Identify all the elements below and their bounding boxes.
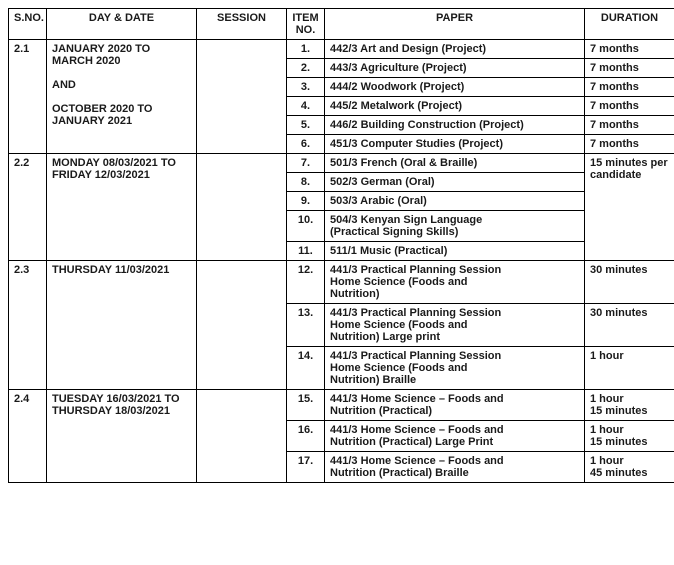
item-no-cell: 3. xyxy=(287,78,325,97)
item-no-cell: 16. xyxy=(287,421,325,452)
paper-cell: 441/3 Practical Planning Session Home Sc… xyxy=(325,261,585,304)
item-no-cell: 14. xyxy=(287,347,325,390)
session-cell xyxy=(197,390,287,483)
item-no-cell: 2. xyxy=(287,59,325,78)
paper-cell: 511/1 Music (Practical) xyxy=(325,242,585,261)
duration-cell: 7 months xyxy=(585,78,674,97)
date-cell: JANUARY 2020 TO MARCH 2020 AND OCTOBER 2… xyxy=(47,40,197,154)
header-item: ITEM NO. xyxy=(287,9,325,40)
sno-cell: 2.4 xyxy=(9,390,47,483)
table-row: 2.2MONDAY 08/03/2021 TO FRIDAY 12/03/202… xyxy=(9,154,674,173)
paper-cell: 441/3 Home Science – Foods and Nutrition… xyxy=(325,390,585,421)
session-cell xyxy=(197,40,287,154)
duration-cell: 7 months xyxy=(585,59,674,78)
duration-cell: 7 months xyxy=(585,116,674,135)
paper-cell: 442/3 Art and Design (Project) xyxy=(325,40,585,59)
item-no-cell: 9. xyxy=(287,192,325,211)
item-no-cell: 6. xyxy=(287,135,325,154)
session-cell xyxy=(197,154,287,261)
header-paper: PAPER xyxy=(325,9,585,40)
header-sno: S.NO. xyxy=(9,9,47,40)
item-no-cell: 1. xyxy=(287,40,325,59)
item-no-cell: 4. xyxy=(287,97,325,116)
paper-cell: 443/3 Agriculture (Project) xyxy=(325,59,585,78)
table-row: 2.4TUESDAY 16/03/2021 TO THURSDAY 18/03/… xyxy=(9,390,674,421)
sno-cell: 2.2 xyxy=(9,154,47,261)
duration-cell: 1 hour 15 minutes xyxy=(585,421,674,452)
sno-cell: 2.3 xyxy=(9,261,47,390)
item-no-cell: 13. xyxy=(287,304,325,347)
duration-cell: 7 months xyxy=(585,135,674,154)
paper-cell: 504/3 Kenyan Sign Language (Practical Si… xyxy=(325,211,585,242)
duration-cell: 30 minutes xyxy=(585,261,674,304)
paper-cell: 451/3 Computer Studies (Project) xyxy=(325,135,585,154)
duration-cell: 30 minutes xyxy=(585,304,674,347)
header-row: S.NO. DAY & DATE SESSION ITEM NO. PAPER … xyxy=(9,9,674,40)
header-session: SESSION xyxy=(197,9,287,40)
item-no-cell: 12. xyxy=(287,261,325,304)
paper-cell: 446/2 Building Construction (Project) xyxy=(325,116,585,135)
paper-cell: 441/3 Home Science – Foods and Nutrition… xyxy=(325,421,585,452)
date-cell: MONDAY 08/03/2021 TO FRIDAY 12/03/2021 xyxy=(47,154,197,261)
item-no-cell: 7. xyxy=(287,154,325,173)
paper-cell: 441/3 Home Science – Foods and Nutrition… xyxy=(325,452,585,483)
date-cell: THURSDAY 11/03/2021 xyxy=(47,261,197,390)
paper-cell: 503/3 Arabic (Oral) xyxy=(325,192,585,211)
paper-cell: 502/3 German (Oral) xyxy=(325,173,585,192)
paper-cell: 501/3 French (Oral & Braille) xyxy=(325,154,585,173)
item-no-cell: 5. xyxy=(287,116,325,135)
sno-cell: 2.1 xyxy=(9,40,47,154)
table-row: 2.1JANUARY 2020 TO MARCH 2020 AND OCTOBE… xyxy=(9,40,674,59)
paper-cell: 441/3 Practical Planning Session Home Sc… xyxy=(325,304,585,347)
header-date: DAY & DATE xyxy=(47,9,197,40)
item-no-cell: 15. xyxy=(287,390,325,421)
duration-cell: 1 hour 45 minutes xyxy=(585,452,674,483)
paper-cell: 441/3 Practical Planning Session Home Sc… xyxy=(325,347,585,390)
duration-cell: 7 months xyxy=(585,40,674,59)
duration-cell: 1 hour 15 minutes xyxy=(585,390,674,421)
item-no-cell: 17. xyxy=(287,452,325,483)
item-no-cell: 8. xyxy=(287,173,325,192)
duration-cell: 15 minutes per candidate xyxy=(585,154,674,261)
table-row: 2.3THURSDAY 11/03/202112.441/3 Practical… xyxy=(9,261,674,304)
paper-cell: 445/2 Metalwork (Project) xyxy=(325,97,585,116)
date-cell: TUESDAY 16/03/2021 TO THURSDAY 18/03/202… xyxy=(47,390,197,483)
duration-cell: 1 hour xyxy=(585,347,674,390)
item-no-cell: 10. xyxy=(287,211,325,242)
duration-cell: 7 months xyxy=(585,97,674,116)
item-no-cell: 11. xyxy=(287,242,325,261)
paper-cell: 444/2 Woodwork (Project) xyxy=(325,78,585,97)
session-cell xyxy=(197,261,287,390)
schedule-table: S.NO. DAY & DATE SESSION ITEM NO. PAPER … xyxy=(8,8,674,483)
header-duration: DURATION xyxy=(585,9,674,40)
